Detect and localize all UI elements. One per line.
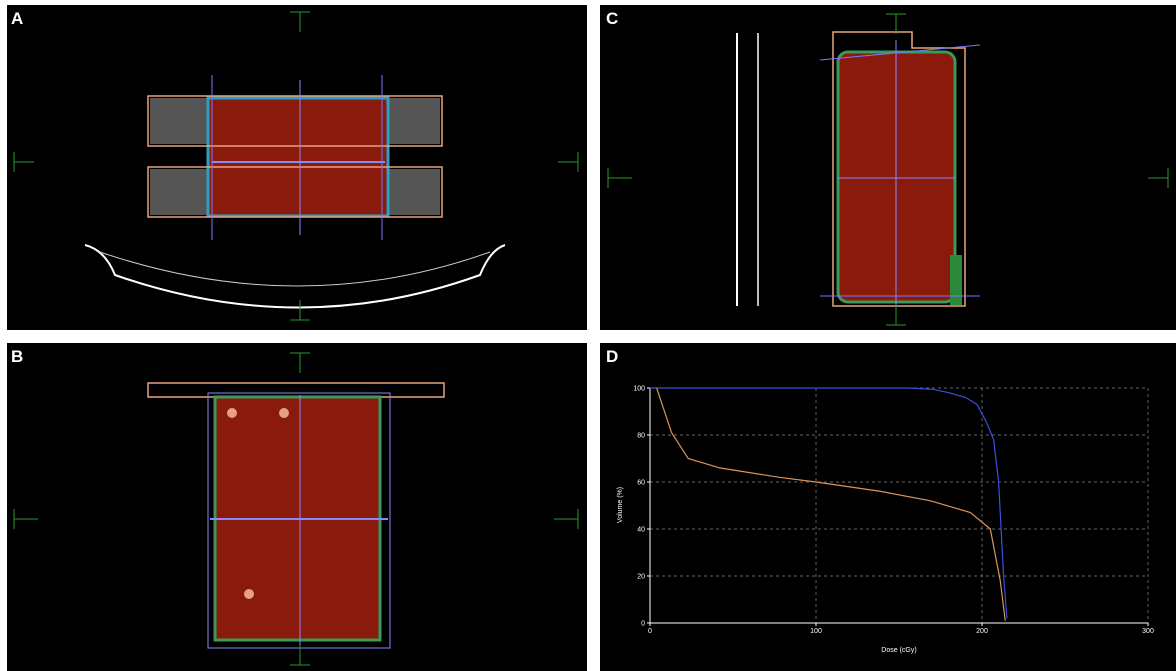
x-tick-label: 200 [976,628,988,635]
x-axis-label: Dose (cGy) [881,647,916,654]
panel-label: C [606,9,618,28]
panel-label: A [11,9,23,28]
page: {"panel_labels": ["A", "B", "C"], "chart… [0,0,1176,671]
structure [950,255,962,305]
y-tick-label: 0 [641,621,645,628]
panel-label: B [11,347,23,366]
y-tick-label: 60 [637,480,645,487]
y-tick-label: 100 [633,386,645,393]
y-axis-label: Volume (%) [617,487,624,523]
marker [227,408,237,418]
x-tick-label: 100 [810,628,822,635]
dose-wash [208,98,388,216]
y-tick-label: 20 [637,574,645,581]
y-tick-label: 80 [637,433,645,440]
panel-label: D [606,347,618,366]
figure: A B C D Dose (cGy) Volume (%) 0 20 40 60 80 1… [0,0,1176,671]
x-tick-label: 0 [648,628,652,635]
marker [279,408,289,418]
marker [244,589,254,599]
x-tick-label: 300 [1142,628,1154,635]
panel-d [600,343,1176,671]
y-tick-label: 40 [637,527,645,534]
